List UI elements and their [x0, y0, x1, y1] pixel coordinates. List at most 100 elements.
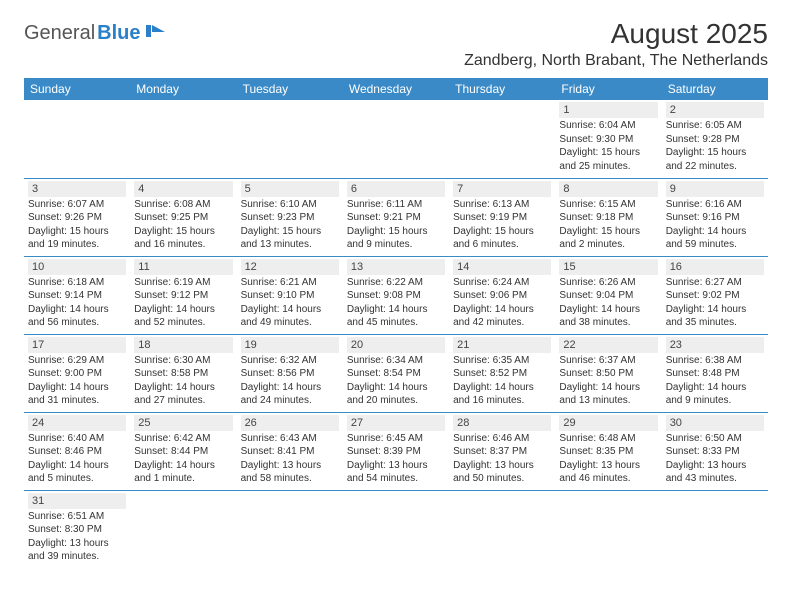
- daylight-text: Daylight: 13 hours and 54 minutes.: [347, 459, 445, 486]
- sunrise-text: Sunrise: 6:07 AM: [28, 198, 126, 212]
- calendar-row: 1Sunrise: 6:04 AMSunset: 9:30 PMDaylight…: [24, 100, 768, 178]
- calendar-cell: 24Sunrise: 6:40 AMSunset: 8:46 PMDayligh…: [24, 412, 130, 490]
- calendar-cell: [555, 490, 661, 568]
- sunrise-text: Sunrise: 6:50 AM: [666, 432, 764, 446]
- sunset-text: Sunset: 9:19 PM: [453, 211, 551, 225]
- day-number: 26: [241, 415, 339, 431]
- sunrise-text: Sunrise: 6:13 AM: [453, 198, 551, 212]
- day-number: 11: [134, 259, 232, 275]
- sunset-text: Sunset: 9:23 PM: [241, 211, 339, 225]
- day-header: Monday: [130, 78, 236, 100]
- day-number: 23: [666, 337, 764, 353]
- calendar-cell: 3Sunrise: 6:07 AMSunset: 9:26 PMDaylight…: [24, 178, 130, 256]
- sunset-text: Sunset: 9:26 PM: [28, 211, 126, 225]
- cell-body: Sunrise: 6:29 AMSunset: 9:00 PMDaylight:…: [28, 353, 126, 408]
- day-number: 30: [666, 415, 764, 431]
- day-number: 6: [347, 181, 445, 197]
- cell-body: Sunrise: 6:10 AMSunset: 9:23 PMDaylight:…: [241, 197, 339, 252]
- cell-body: Sunrise: 6:26 AMSunset: 9:04 PMDaylight:…: [559, 275, 657, 330]
- cell-body: Sunrise: 6:50 AMSunset: 8:33 PMDaylight:…: [666, 431, 764, 486]
- sunrise-text: Sunrise: 6:11 AM: [347, 198, 445, 212]
- daylight-text: Daylight: 15 hours and 13 minutes.: [241, 225, 339, 252]
- calendar-row: 17Sunrise: 6:29 AMSunset: 9:00 PMDayligh…: [24, 334, 768, 412]
- sunset-text: Sunset: 8:35 PM: [559, 445, 657, 459]
- calendar-row: 10Sunrise: 6:18 AMSunset: 9:14 PMDayligh…: [24, 256, 768, 334]
- daylight-text: Daylight: 14 hours and 42 minutes.: [453, 303, 551, 330]
- calendar-cell: 19Sunrise: 6:32 AMSunset: 8:56 PMDayligh…: [237, 334, 343, 412]
- daylight-text: Daylight: 14 hours and 1 minute.: [134, 459, 232, 486]
- sunrise-text: Sunrise: 6:37 AM: [559, 354, 657, 368]
- day-number: 21: [453, 337, 551, 353]
- header: General Blue August 2025 Zandberg, North…: [24, 18, 768, 70]
- calendar-cell: 14Sunrise: 6:24 AMSunset: 9:06 PMDayligh…: [449, 256, 555, 334]
- sunrise-text: Sunrise: 6:26 AM: [559, 276, 657, 290]
- calendar-cell: 2Sunrise: 6:05 AMSunset: 9:28 PMDaylight…: [662, 100, 768, 178]
- cell-body: Sunrise: 6:16 AMSunset: 9:16 PMDaylight:…: [666, 197, 764, 252]
- daylight-text: Daylight: 14 hours and 9 minutes.: [666, 381, 764, 408]
- sunset-text: Sunset: 8:44 PM: [134, 445, 232, 459]
- day-number: 25: [134, 415, 232, 431]
- sunrise-text: Sunrise: 6:04 AM: [559, 119, 657, 133]
- day-number: 5: [241, 181, 339, 197]
- flag-icon: [145, 22, 167, 45]
- sunrise-text: Sunrise: 6:22 AM: [347, 276, 445, 290]
- calendar-cell: 13Sunrise: 6:22 AMSunset: 9:08 PMDayligh…: [343, 256, 449, 334]
- calendar-cell: 27Sunrise: 6:45 AMSunset: 8:39 PMDayligh…: [343, 412, 449, 490]
- calendar-row: 3Sunrise: 6:07 AMSunset: 9:26 PMDaylight…: [24, 178, 768, 256]
- day-number: 20: [347, 337, 445, 353]
- cell-body: Sunrise: 6:34 AMSunset: 8:54 PMDaylight:…: [347, 353, 445, 408]
- day-number: 7: [453, 181, 551, 197]
- calendar-cell: 26Sunrise: 6:43 AMSunset: 8:41 PMDayligh…: [237, 412, 343, 490]
- daylight-text: Daylight: 14 hours and 27 minutes.: [134, 381, 232, 408]
- calendar-cell: 23Sunrise: 6:38 AMSunset: 8:48 PMDayligh…: [662, 334, 768, 412]
- calendar-cell: 29Sunrise: 6:48 AMSunset: 8:35 PMDayligh…: [555, 412, 661, 490]
- day-number: 16: [666, 259, 764, 275]
- day-header: Thursday: [449, 78, 555, 100]
- cell-body: Sunrise: 6:38 AMSunset: 8:48 PMDaylight:…: [666, 353, 764, 408]
- cell-body: Sunrise: 6:30 AMSunset: 8:58 PMDaylight:…: [134, 353, 232, 408]
- sunset-text: Sunset: 9:12 PM: [134, 289, 232, 303]
- daylight-text: Daylight: 14 hours and 20 minutes.: [347, 381, 445, 408]
- logo: General Blue: [24, 22, 167, 45]
- cell-body: Sunrise: 6:46 AMSunset: 8:37 PMDaylight:…: [453, 431, 551, 486]
- daylight-text: Daylight: 14 hours and 35 minutes.: [666, 303, 764, 330]
- day-number: 17: [28, 337, 126, 353]
- calendar-cell: [343, 100, 449, 178]
- calendar-cell: 18Sunrise: 6:30 AMSunset: 8:58 PMDayligh…: [130, 334, 236, 412]
- day-header: Friday: [555, 78, 661, 100]
- day-number: 28: [453, 415, 551, 431]
- cell-body: Sunrise: 6:22 AMSunset: 9:08 PMDaylight:…: [347, 275, 445, 330]
- cell-body: Sunrise: 6:21 AMSunset: 9:10 PMDaylight:…: [241, 275, 339, 330]
- daylight-text: Daylight: 14 hours and 56 minutes.: [28, 303, 126, 330]
- sunset-text: Sunset: 8:48 PM: [666, 367, 764, 381]
- cell-body: Sunrise: 6:04 AMSunset: 9:30 PMDaylight:…: [559, 118, 657, 173]
- cell-body: Sunrise: 6:45 AMSunset: 8:39 PMDaylight:…: [347, 431, 445, 486]
- calendar-cell: [449, 100, 555, 178]
- sunrise-text: Sunrise: 6:19 AM: [134, 276, 232, 290]
- daylight-text: Daylight: 13 hours and 50 minutes.: [453, 459, 551, 486]
- daylight-text: Daylight: 14 hours and 45 minutes.: [347, 303, 445, 330]
- day-number: 4: [134, 181, 232, 197]
- daylight-text: Daylight: 14 hours and 59 minutes.: [666, 225, 764, 252]
- calendar-cell: 12Sunrise: 6:21 AMSunset: 9:10 PMDayligh…: [237, 256, 343, 334]
- daylight-text: Daylight: 13 hours and 39 minutes.: [28, 537, 126, 564]
- daylight-text: Daylight: 15 hours and 9 minutes.: [347, 225, 445, 252]
- day-number: 12: [241, 259, 339, 275]
- daylight-text: Daylight: 14 hours and 49 minutes.: [241, 303, 339, 330]
- calendar-cell: 21Sunrise: 6:35 AMSunset: 8:52 PMDayligh…: [449, 334, 555, 412]
- calendar-row: 24Sunrise: 6:40 AMSunset: 8:46 PMDayligh…: [24, 412, 768, 490]
- calendar-cell: 20Sunrise: 6:34 AMSunset: 8:54 PMDayligh…: [343, 334, 449, 412]
- calendar-cell: [449, 490, 555, 568]
- day-number: 15: [559, 259, 657, 275]
- calendar-body: 1Sunrise: 6:04 AMSunset: 9:30 PMDaylight…: [24, 100, 768, 568]
- sunset-text: Sunset: 9:00 PM: [28, 367, 126, 381]
- day-number: 1: [559, 102, 657, 118]
- cell-body: Sunrise: 6:35 AMSunset: 8:52 PMDaylight:…: [453, 353, 551, 408]
- daylight-text: Daylight: 13 hours and 46 minutes.: [559, 459, 657, 486]
- day-number: 29: [559, 415, 657, 431]
- sunset-text: Sunset: 9:10 PM: [241, 289, 339, 303]
- sunrise-text: Sunrise: 6:34 AM: [347, 354, 445, 368]
- sunrise-text: Sunrise: 6:27 AM: [666, 276, 764, 290]
- sunrise-text: Sunrise: 6:15 AM: [559, 198, 657, 212]
- sunset-text: Sunset: 8:33 PM: [666, 445, 764, 459]
